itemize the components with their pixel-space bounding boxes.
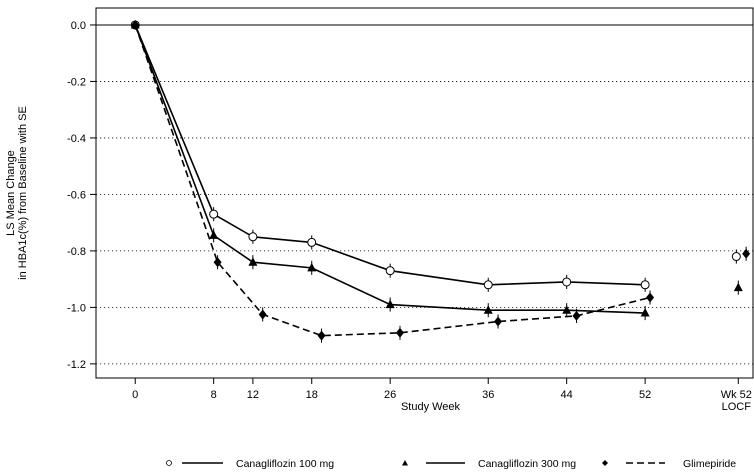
series-0-point-3	[307, 237, 317, 247]
legend-marker-1	[402, 460, 408, 466]
series-1-locf-point	[733, 282, 743, 292]
y-axis-label-line-1: in HBA1c(%) from Baseline with SE	[17, 106, 29, 280]
series-2-point-2	[258, 309, 267, 320]
legend-marker-0	[166, 460, 172, 466]
series-1-point-4	[385, 299, 395, 309]
legend: Canagliflozin 100 mg Canagliflozin 300 mg…	[166, 458, 736, 470]
x-axis-label: Study Week	[401, 401, 461, 413]
series-1-point-3	[307, 262, 317, 272]
y-tick-label-0: 0.0	[71, 20, 86, 32]
series-0-point-2	[248, 232, 258, 242]
y-tick-label-5: -1.0	[67, 302, 86, 314]
plot-frame	[95, 7, 754, 379]
series-0-line	[134, 24, 646, 286]
y-tick-label-6: -1.2	[67, 359, 86, 371]
legend-label-0: Canagliflozin 100 mg	[236, 458, 334, 470]
y-axis-label: LS Mean Change in HBA1c(%) from Baseline …	[5, 106, 29, 280]
series-2-line	[134, 24, 651, 337]
series-1-point-1	[209, 230, 219, 239]
y-tick-label-3: -0.6	[67, 189, 86, 201]
series-1	[130, 19, 743, 321]
series-2-point-1	[213, 257, 222, 268]
series-1-point-7	[640, 308, 650, 317]
y-axis: 0.0 -0.2 -0.4 -0.6 -0.8 -1.0 -1.2	[67, 20, 96, 371]
x-tick-label-locf-1: LOCF	[722, 401, 752, 413]
series-2-point-7	[646, 292, 655, 303]
series-0-point-1	[209, 209, 219, 219]
x-tick-label-2: 12	[247, 389, 259, 401]
legend-label-2: Glimepiride	[683, 458, 736, 470]
x-tick-label-locf-0: Wk 52	[721, 389, 752, 401]
x-tick-label-3: 18	[306, 389, 318, 401]
series-1-line	[134, 24, 646, 314]
x-tick-label-5: 36	[482, 389, 494, 401]
series-2-point-4	[395, 327, 404, 338]
series-2-point-0	[131, 19, 140, 30]
series-2-locf-point	[742, 248, 751, 259]
series-1-point-6	[562, 305, 572, 314]
x-tick-label-7: 52	[639, 389, 651, 401]
y-axis-label-line-0: LS Mean Change	[5, 150, 17, 236]
series-0-locf-point	[731, 252, 741, 262]
series-0-point-5	[483, 280, 493, 290]
series-1-point-5	[483, 305, 493, 314]
x-tick-label-1: 8	[211, 389, 217, 401]
gridlines	[96, 81, 753, 365]
series-0-point-6	[562, 277, 572, 287]
x-tick-label-4: 26	[384, 389, 396, 401]
series-2	[131, 19, 751, 343]
y-tick-label-4: -0.8	[67, 246, 86, 258]
x-tick-label-6: 44	[561, 389, 573, 401]
y-tick-label-1: -0.2	[67, 76, 86, 88]
series-0-point-7	[640, 280, 650, 290]
legend-marker-2	[602, 460, 608, 466]
x-tick-label-0: 0	[132, 389, 138, 401]
series-2-point-6	[572, 310, 581, 321]
y-tick-label-2: -0.4	[67, 133, 86, 145]
series-1-point-2	[248, 257, 258, 266]
legend-label-1: Canagliflozin 300 mg	[478, 458, 576, 470]
series-2-point-3	[317, 330, 326, 341]
series-layer	[130, 19, 751, 343]
series-0-point-4	[385, 266, 395, 276]
series-2-point-5	[494, 316, 503, 327]
